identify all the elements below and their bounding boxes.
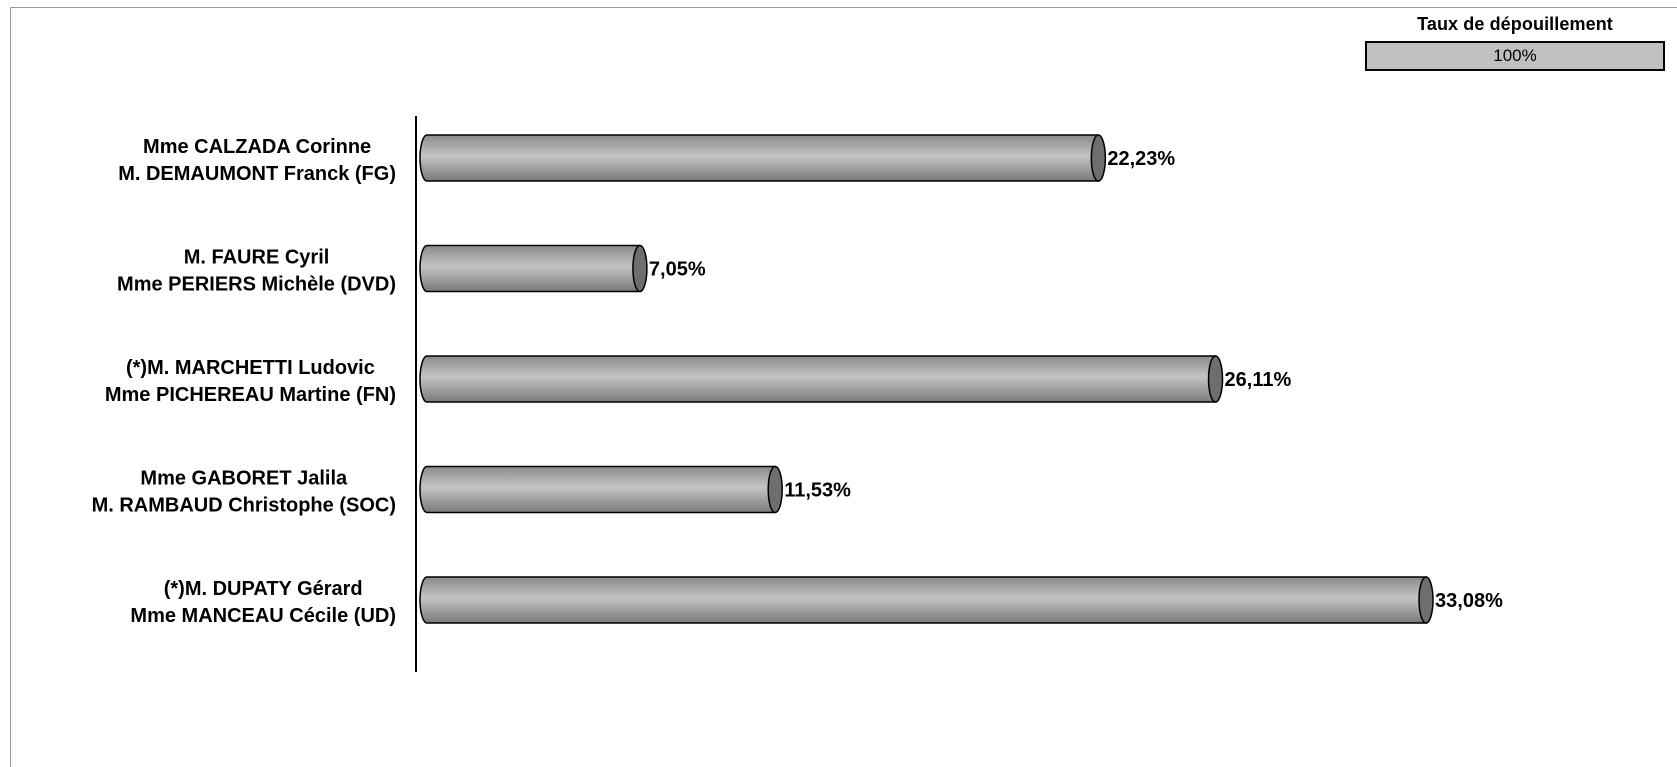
category-label: Mme GABORET Jalila M. RAMBAUD Christophe … <box>92 468 396 517</box>
category-label: (*)M. MARCHETTI Ludovic Mme PICHEREAU Mar… <box>105 357 396 406</box>
value-label: 26,11% <box>1225 369 1292 391</box>
bar-end-cap <box>767 465 783 514</box>
bar-body <box>419 134 1100 182</box>
category-label-line: M. DEMAUMONT Franck (FG) <box>118 163 396 185</box>
bar-end-cap <box>1207 355 1224 403</box>
category-label: (*)M. DUPATY Gérard Mme MANCEAU Cécile (U… <box>130 578 396 627</box>
value-label: 33,08% <box>1435 590 1503 612</box>
counting-rate-value: 100% <box>1365 41 1665 71</box>
category-label: Mme CALZADA Corinne M. DEMAUMONT Franck (… <box>118 136 396 185</box>
category-labels-layer: Mme CALZADA Corinne M. DEMAUMONT Franck (… <box>92 136 396 627</box>
bar-3: 26,11% <box>419 355 1292 403</box>
bar-body <box>419 576 1427 624</box>
category-label-line: Mme GABORET Jalila <box>140 468 348 490</box>
bar-1: 22,23% <box>419 134 1175 182</box>
chart-frame <box>10 7 1677 767</box>
bar-end-cap <box>632 244 648 293</box>
bar-body <box>419 244 641 293</box>
category-label: M. FAURE Cyril Mme PERIERS Michèle (DVD) <box>117 247 396 296</box>
category-label-line: Mme CALZADA Corinne <box>143 136 371 158</box>
bar-end-cap <box>1090 134 1107 182</box>
category-label-line: M. FAURE Cyril <box>184 247 330 269</box>
bar-body <box>419 465 776 514</box>
bar-body <box>419 355 1217 403</box>
value-label: 22,23% <box>1107 148 1175 170</box>
category-label-line: M. RAMBAUD Christophe (SOC) <box>92 495 396 517</box>
category-label-line: (*)M. DUPATY Gérard <box>164 578 363 600</box>
category-label-line: Mme PERIERS Michèle (DVD) <box>117 274 396 296</box>
counting-rate-title: Taux de dépouillement <box>1417 14 1613 34</box>
value-label: 7,05% <box>649 259 706 281</box>
bar-2: 7,05% <box>419 244 706 293</box>
counting-rate-panel: Taux de dépouillement 100% <box>1365 14 1665 71</box>
bar-4: 11,53% <box>419 465 851 514</box>
category-label-line: Mme MANCEAU Cécile (UD) <box>130 605 396 627</box>
bars-layer: 22,23% 7,05% 26,11% 11,53% 33,08% <box>419 134 1503 624</box>
bar-chart: 22,23% 7,05% 26,11% 11,53% 33,08% Mme CALZAD… <box>92 116 1503 672</box>
value-label: 11,53% <box>784 480 851 502</box>
category-label-line: Mme PICHEREAU Martine (FN) <box>105 384 396 406</box>
bar-end-cap <box>1418 576 1434 624</box>
category-label-line: (*)M. MARCHETTI Ludovic <box>126 357 375 379</box>
bar-5: 33,08% <box>419 576 1503 624</box>
